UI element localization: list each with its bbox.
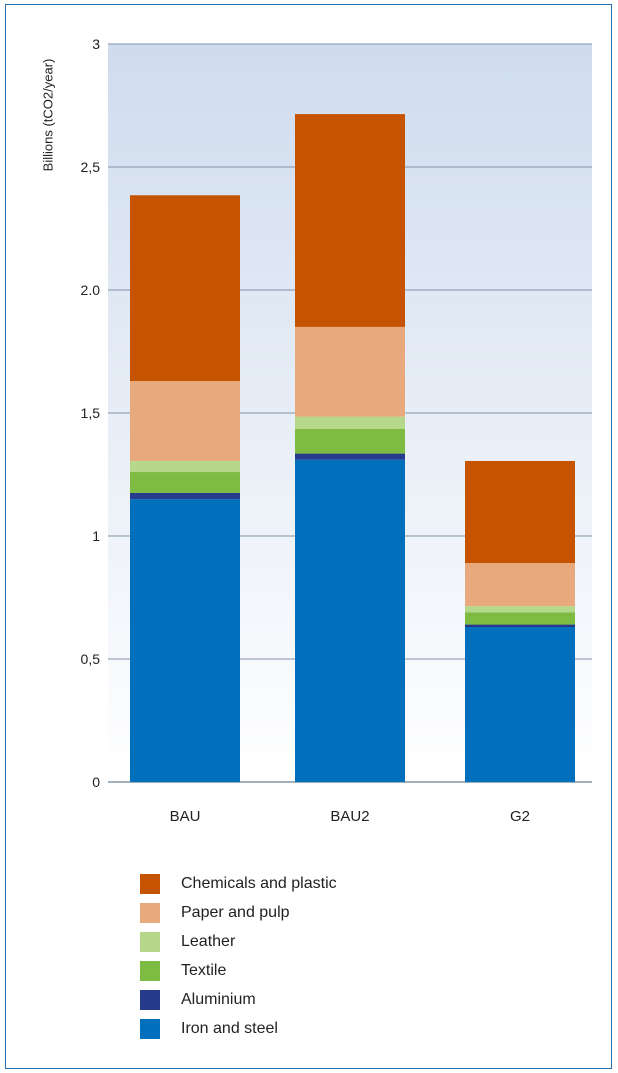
legend-swatch xyxy=(140,989,160,1010)
bar-segment xyxy=(295,428,405,454)
x-tick-label: BAU2 xyxy=(330,808,369,825)
bar-segment xyxy=(295,459,405,782)
legend-label: Chemicals and plastic xyxy=(181,874,337,892)
legend-label: Paper and pulp xyxy=(181,903,290,921)
y-tick-label: 0,5 xyxy=(81,651,101,667)
bar-segment xyxy=(295,326,405,417)
legend-swatch xyxy=(140,931,160,952)
bar-segment xyxy=(465,563,575,607)
legend-item: Textile xyxy=(140,956,337,985)
y-tick-label: 3 xyxy=(92,36,100,52)
bars xyxy=(130,114,575,782)
legend-swatch xyxy=(140,1018,160,1039)
bar-segment xyxy=(465,606,575,613)
bar-segment xyxy=(130,195,240,382)
legend-item: Iron and steel xyxy=(140,1014,337,1043)
bar-segment xyxy=(295,453,405,460)
x-tick-label: G2 xyxy=(510,808,530,825)
legend-item: Aluminium xyxy=(140,985,337,1014)
stacked-bar-chart: 0 0,5 1 1,5 2.0 2,5 3 BAU BAU2 G2 Billions (tCO2… xyxy=(40,36,592,825)
bar-segment xyxy=(465,612,575,625)
legend-label: Leather xyxy=(181,932,236,950)
bar-segment xyxy=(295,114,405,327)
bar-segment xyxy=(130,492,240,500)
legend-item: Leather xyxy=(140,927,337,956)
legend-item: Paper and pulp xyxy=(140,898,337,927)
legend-swatch xyxy=(140,960,160,981)
y-tick-label: 1,5 xyxy=(81,405,101,421)
bar-segment xyxy=(465,460,575,564)
legend-swatch xyxy=(140,902,160,923)
bar-segment xyxy=(130,472,240,493)
bar-segment xyxy=(295,416,405,429)
legend-label: Iron and steel xyxy=(181,1019,278,1037)
legend-label: Aluminium xyxy=(181,990,256,1008)
bar-segment xyxy=(465,624,575,628)
bar-segment xyxy=(465,627,575,782)
x-tick-label: BAU xyxy=(170,808,201,825)
bar-segment xyxy=(130,460,240,473)
x-axis-ticks: BAU BAU2 G2 xyxy=(170,808,530,825)
legend-label: Textile xyxy=(181,961,227,979)
y-tick-label: 2,5 xyxy=(81,159,101,175)
y-tick-label: 1 xyxy=(92,528,100,544)
legend: Chemicals and plastic Paper and pulp Leath… xyxy=(140,869,337,1043)
bar-segment xyxy=(130,499,240,782)
y-axis-ticks: 0 0,5 1 1,5 2.0 2,5 3 xyxy=(81,36,101,790)
y-axis-label: Billions (tCO2/year) xyxy=(40,59,55,172)
legend-item: Chemicals and plastic xyxy=(140,869,337,898)
y-tick-label: 0 xyxy=(92,774,100,790)
legend-swatch xyxy=(140,873,160,894)
y-tick-label: 2.0 xyxy=(81,282,101,298)
bar-segment xyxy=(130,381,240,461)
